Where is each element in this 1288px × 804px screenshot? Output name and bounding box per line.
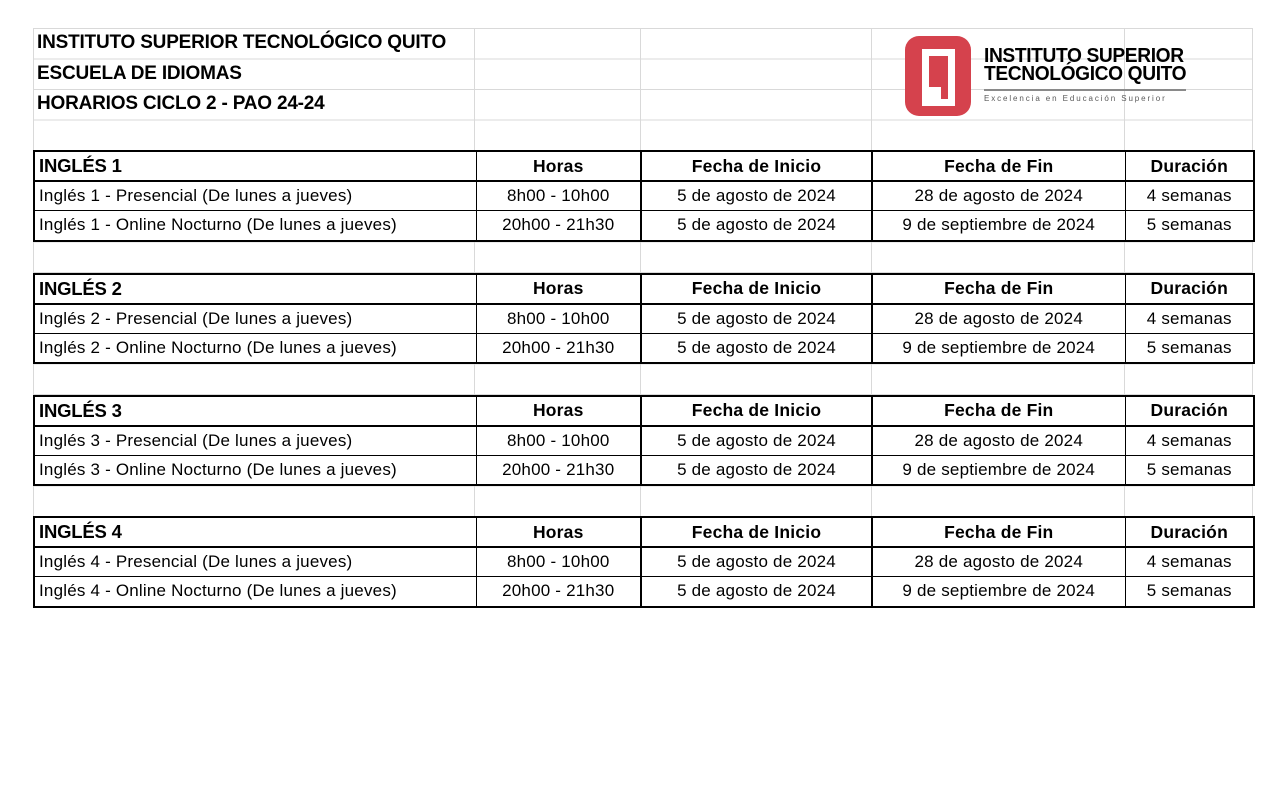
cell-horas: 20h00 - 21h30 [475,332,642,364]
table-header-row: INGLÉS 1 Horas Fecha de Inicio Fecha de … [33,150,1255,183]
cell-horas: 20h00 - 21h30 [475,454,642,486]
cell-fecha-inicio: 5 de agosto de 2024 [640,425,873,456]
table-title: INGLÉS 2 [33,272,477,305]
cell-fecha-fin: 28 de agosto de 2024 [871,303,1126,334]
cell-duracion: 5 semanas [1124,454,1255,486]
cell-horas: 8h00 - 10h00 [475,180,642,212]
doc-title-line-2: ESCUELA DE IDIOMAS [37,62,242,84]
col-header-fecha-fin: Fecha de Fin [871,272,1126,305]
table-header-row: INGLÉS 4 Horas Fecha de Inicio Fecha de … [33,516,1255,549]
table-row: Inglés 4 - Online Nocturno (De lunes a j… [33,576,1255,608]
table-title: INGLÉS 3 [33,394,477,427]
col-header-fecha-inicio: Fecha de Inicio [640,272,873,305]
col-header-fecha-inicio: Fecha de Inicio [640,394,873,427]
logo-name-line-2: TECNOLÓGICO QUITO [984,63,1187,85]
cell-fecha-fin: 28 de agosto de 2024 [871,546,1126,578]
table-row: Inglés 3 - Online Nocturno (De lunes a j… [33,454,1255,486]
col-header-fecha-inicio: Fecha de Inicio [640,516,873,549]
cell-curso: Inglés 1 - Presencial (De lunes a jueves… [33,180,477,212]
table-row: Inglés 4 - Presencial (De lunes a jueves… [33,546,1255,578]
cell-horas: 8h00 - 10h00 [475,303,642,334]
col-header-fecha-fin: Fecha de Fin [871,394,1126,427]
cell-fecha-fin: 9 de septiembre de 2024 [871,210,1126,242]
table-row: Inglés 2 - Presencial (De lunes a jueves… [33,303,1255,334]
cell-horas: 8h00 - 10h00 [475,425,642,456]
cell-fecha-inicio: 5 de agosto de 2024 [640,210,873,242]
table-header-row: INGLÉS 3 Horas Fecha de Inicio Fecha de … [33,394,1255,427]
cell-fecha-fin: 28 de agosto de 2024 [871,425,1126,456]
cell-fecha-fin: 9 de septiembre de 2024 [871,332,1126,364]
cell-duracion: 5 semanas [1124,332,1255,364]
institute-logo-text: INSTITUTO SUPERIOR TECNOLÓGICO QUITO Exc… [984,36,1195,118]
table-row: Inglés 3 - Presencial (De lunes a jueves… [33,425,1255,456]
cell-fecha-inicio: 5 de agosto de 2024 [640,303,873,334]
cell-duracion: 4 semanas [1124,425,1255,456]
cell-fecha-inicio: 5 de agosto de 2024 [640,576,873,608]
cell-horas: 20h00 - 21h30 [475,576,642,608]
cell-curso: Inglés 1 - Online Nocturno (De lunes a j… [33,210,477,242]
cell-fecha-fin: 28 de agosto de 2024 [871,180,1126,212]
schedule-table-ingles-3: INGLÉS 3 Horas Fecha de Inicio Fecha de … [33,394,1255,487]
table-row: Inglés 1 - Presencial (De lunes a jueves… [33,180,1255,212]
logo-name-line-1: INSTITUTO SUPERIOR [984,45,1184,67]
table-title: INGLÉS 4 [33,516,477,549]
cell-curso: Inglés 2 - Presencial (De lunes a jueves… [33,303,477,334]
institute-logo-icon [905,36,971,118]
col-header-horas: Horas [475,516,642,549]
cell-fecha-fin: 9 de septiembre de 2024 [871,576,1126,608]
cell-fecha-fin: 9 de septiembre de 2024 [871,454,1126,486]
logo-divider [984,89,1186,91]
cell-duracion: 4 semanas [1124,303,1255,334]
cell-fecha-inicio: 5 de agosto de 2024 [640,180,873,212]
cell-horas: 20h00 - 21h30 [475,210,642,242]
table-title: INGLÉS 1 [33,150,477,183]
table-row: Inglés 1 - Online Nocturno (De lunes a j… [33,210,1255,242]
table-row: Inglés 2 - Online Nocturno (De lunes a j… [33,332,1255,364]
col-header-fecha-fin: Fecha de Fin [871,150,1126,183]
logo-tagline: Excelencia en Educación Superior [984,94,1167,103]
cell-curso: Inglés 3 - Online Nocturno (De lunes a j… [33,454,477,486]
cell-curso: Inglés 2 - Online Nocturno (De lunes a j… [33,332,477,364]
table-header-row: INGLÉS 2 Horas Fecha de Inicio Fecha de … [33,272,1255,305]
schedule-table-ingles-1: INGLÉS 1 Horas Fecha de Inicio Fecha de … [33,150,1255,242]
cell-curso: Inglés 4 - Online Nocturno (De lunes a j… [33,576,477,608]
col-header-duracion: Duración [1124,272,1255,305]
col-header-duracion: Duración [1124,394,1255,427]
doc-title-line-3: HORARIOS CICLO 2 - PAO 24-24 [37,93,325,115]
doc-title-line-1: INSTITUTO SUPERIOR TECNOLÓGICO QUITO [37,32,447,54]
col-header-horas: Horas [475,272,642,305]
cell-duracion: 4 semanas [1124,180,1255,212]
col-header-horas: Horas [475,394,642,427]
col-header-fecha-inicio: Fecha de Inicio [640,150,873,183]
institute-logo: INSTITUTO SUPERIOR TECNOLÓGICO QUITO Exc… [905,36,1195,118]
col-header-duracion: Duración [1124,150,1255,183]
cell-curso: Inglés 4 - Presencial (De lunes a jueves… [33,546,477,578]
cell-duracion: 5 semanas [1124,210,1255,242]
schedule-table-ingles-2: INGLÉS 2 Horas Fecha de Inicio Fecha de … [33,272,1255,365]
col-header-horas: Horas [475,150,642,183]
cell-fecha-inicio: 5 de agosto de 2024 [640,546,873,578]
cell-curso: Inglés 3 - Presencial (De lunes a jueves… [33,425,477,456]
cell-fecha-inicio: 5 de agosto de 2024 [640,332,873,364]
cell-duracion: 5 semanas [1124,576,1255,608]
cell-fecha-inicio: 5 de agosto de 2024 [640,454,873,486]
cell-horas: 8h00 - 10h00 [475,546,642,578]
col-header-duracion: Duración [1124,516,1255,549]
col-header-fecha-fin: Fecha de Fin [871,516,1126,549]
cell-duracion: 4 semanas [1124,546,1255,578]
schedule-table-ingles-4: INGLÉS 4 Horas Fecha de Inicio Fecha de … [33,516,1255,608]
